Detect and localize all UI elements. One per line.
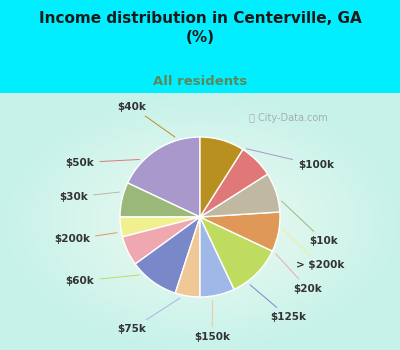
Text: $125k: $125k <box>250 285 306 322</box>
Text: $75k: $75k <box>118 298 180 334</box>
Text: $200k: $200k <box>54 233 117 244</box>
Text: All residents: All residents <box>153 75 247 88</box>
Wedge shape <box>200 212 280 251</box>
Wedge shape <box>135 217 200 293</box>
Wedge shape <box>120 183 200 217</box>
Text: > $200k: > $200k <box>283 229 344 270</box>
Wedge shape <box>200 174 280 217</box>
Wedge shape <box>200 217 234 297</box>
Wedge shape <box>200 217 272 289</box>
Text: $30k: $30k <box>59 192 120 202</box>
Text: $10k: $10k <box>282 201 338 246</box>
Text: $50k: $50k <box>66 158 140 168</box>
Wedge shape <box>175 217 200 297</box>
Text: $150k: $150k <box>194 300 230 342</box>
Text: $100k: $100k <box>246 149 334 170</box>
Text: ⓘ City-Data.com: ⓘ City-Data.com <box>249 113 327 124</box>
Wedge shape <box>128 137 200 217</box>
Text: $40k: $40k <box>118 102 175 137</box>
Wedge shape <box>122 217 200 264</box>
Text: Income distribution in Centerville, GA
(%): Income distribution in Centerville, GA (… <box>39 11 361 44</box>
Text: $20k: $20k <box>276 254 322 294</box>
Wedge shape <box>120 217 200 237</box>
Text: $60k: $60k <box>66 275 140 286</box>
Wedge shape <box>200 149 268 217</box>
Wedge shape <box>200 137 243 217</box>
